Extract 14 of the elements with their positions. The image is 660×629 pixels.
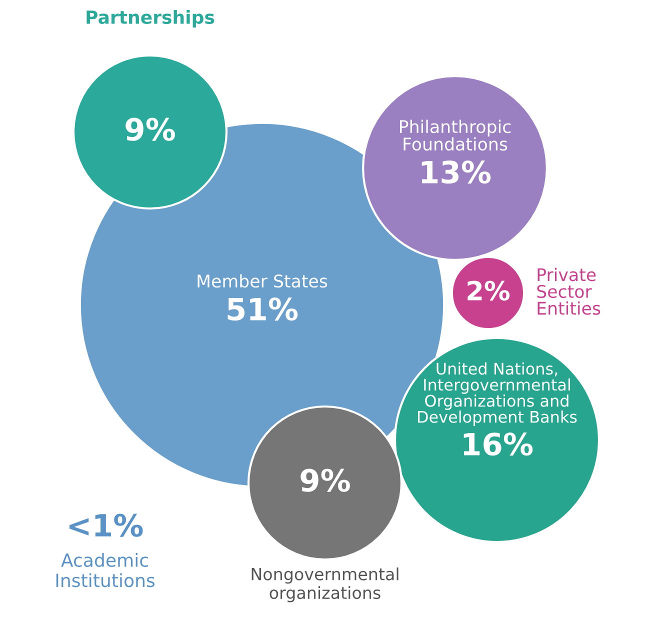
category-label: Private Sector Entities xyxy=(537,268,600,315)
data-label: 51% xyxy=(228,298,298,321)
data-label: 2% xyxy=(468,280,510,301)
data-label: <1% xyxy=(69,514,143,537)
category-label: Academic Institutions xyxy=(56,553,155,588)
data-label: 9% xyxy=(126,118,175,141)
data-label: 9% xyxy=(300,468,350,492)
data-label: 16% xyxy=(464,432,533,456)
category-label: Member States xyxy=(198,274,328,288)
category-label: Philanthropic Foundations xyxy=(400,120,511,151)
category-label: United Nations, Intergovernmental Organizations and Development Banks xyxy=(418,362,577,426)
category-label: Nongovernmental organizations xyxy=(252,568,398,602)
category-label: Partnerships xyxy=(86,10,214,28)
data-label: 13% xyxy=(422,160,491,184)
